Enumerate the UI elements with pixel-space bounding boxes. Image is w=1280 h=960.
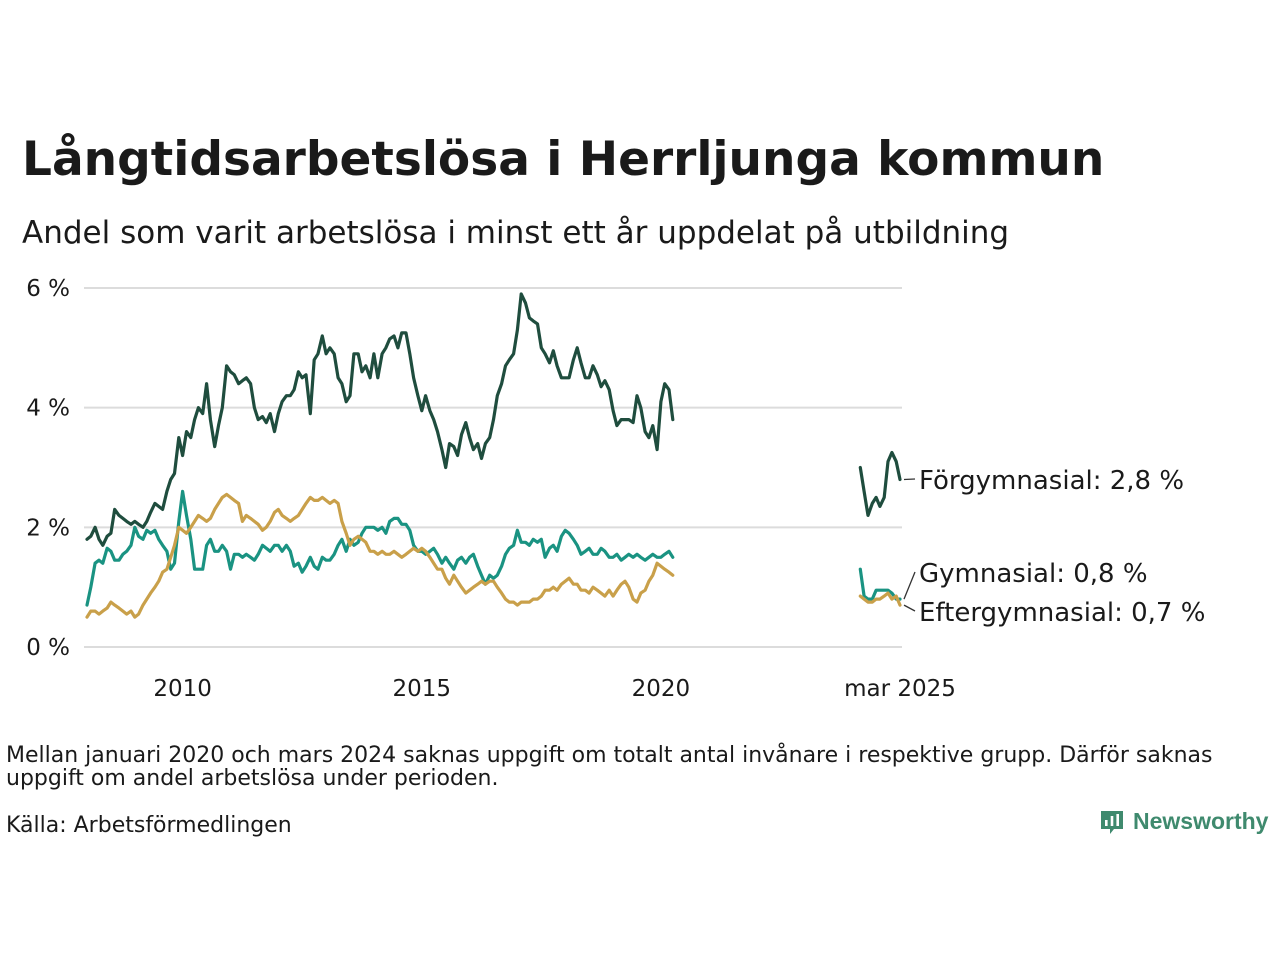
grid-lines: [84, 287, 902, 648]
newsworthy-logo-icon: [1101, 810, 1123, 834]
y-tick-label: 2 %: [26, 515, 70, 541]
series-end-label: Förgymnasial: 2,8 %: [919, 466, 1184, 496]
series-line-0: [85, 292, 675, 547]
x-tick-label: 2010: [153, 676, 212, 702]
y-tick-label: 0 %: [26, 635, 70, 661]
x-tick-label: 2015: [392, 676, 451, 702]
chart-subtitle: Andel som varit arbetslösa i minst ett å…: [22, 215, 1010, 251]
x-tick-label: mar 2025: [844, 676, 956, 702]
series-end-label: Eftergymnasial: 0,7 %: [919, 598, 1205, 628]
series-line-0: [858, 450, 902, 517]
x-tick-label: 2020: [632, 676, 691, 702]
chart-title: Långtidsarbetslösa i Herrljunga kommun: [22, 132, 1105, 187]
series-line-1: [858, 567, 902, 601]
line-chart: 0 % 2 % 4 % 6 % 2010 2015 2020 mar 2025 Förgym…: [26, 276, 1205, 702]
y-axis: 0 % 2 % 4 % 6 %: [26, 276, 70, 661]
series-end-labels: Förgymnasial: 2,8 % Gymnasial: 0,8 % Efter…: [903, 466, 1205, 628]
x-axis: 2010 2015 2020 mar 2025: [153, 676, 956, 702]
series-line-1: [85, 489, 675, 607]
y-tick-label: 6 %: [26, 276, 70, 302]
series-label-leader: [903, 571, 916, 600]
series-end-label: Gymnasial: 0,8 %: [919, 559, 1148, 589]
y-tick-label: 4 %: [26, 396, 70, 422]
series-line-2: [85, 492, 675, 619]
source-note: Källa: Arbetsförmedlingen: [6, 813, 292, 838]
footnote: Mellan januari 2020 och mars 2024 saknas…: [6, 743, 1213, 791]
newsworthy-logo: Newsworthy: [1099, 808, 1268, 835]
newsworthy-logo-text: Newsworthy: [1133, 808, 1269, 834]
series-line-2: [858, 591, 902, 607]
series-label-leader: [903, 604, 916, 612]
series-lines: [85, 292, 902, 619]
